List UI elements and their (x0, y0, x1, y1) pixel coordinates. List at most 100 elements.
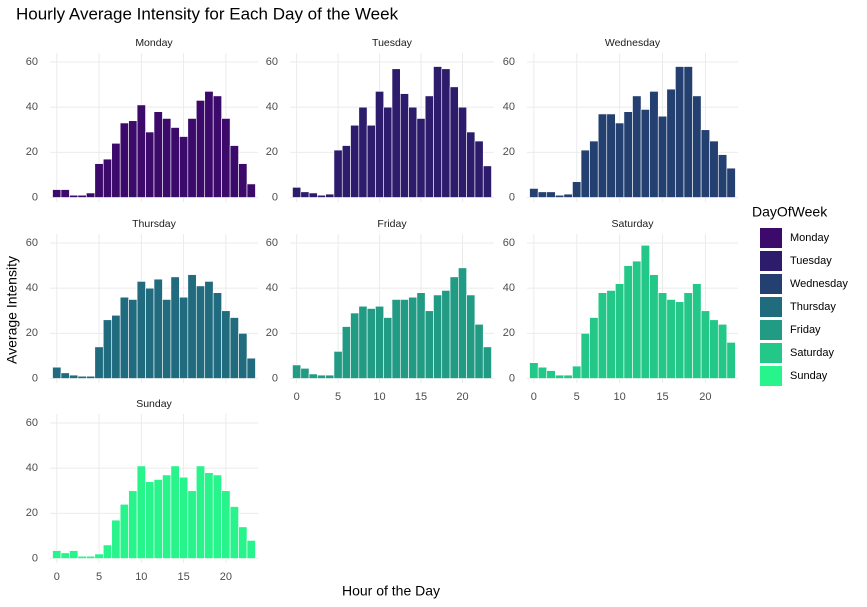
bar (229, 506, 239, 559)
bar (589, 317, 599, 379)
bar (170, 465, 180, 559)
bar (416, 118, 426, 198)
bar (119, 122, 129, 198)
y-tick-label: 20 (503, 146, 515, 158)
x-tick-label: 15 (656, 391, 668, 403)
bar (623, 111, 633, 198)
bar (204, 281, 214, 379)
bar (128, 490, 138, 559)
x-tick-label: 0 (531, 391, 537, 403)
bar (433, 66, 443, 198)
bar (399, 93, 409, 198)
bar (52, 366, 62, 379)
legend-key (760, 297, 782, 317)
x-tick-label: 10 (373, 391, 385, 403)
bar (606, 113, 616, 198)
y-tick-label: 20 (266, 146, 278, 158)
bar (246, 540, 256, 559)
bar (424, 95, 434, 198)
bar (623, 265, 633, 379)
y-tick-label: 0 (509, 191, 515, 203)
y-tick-label: 40 (503, 101, 515, 113)
x-tick-label: 0 (294, 391, 300, 403)
bar (111, 314, 121, 379)
bar (308, 373, 318, 379)
bar (60, 372, 70, 379)
y-tick-label: 60 (26, 417, 38, 429)
y-tick-label: 60 (26, 237, 38, 249)
bar (726, 342, 736, 379)
y-tick-label: 20 (26, 146, 38, 158)
facet-label: Monday (135, 37, 173, 49)
bar (408, 296, 418, 379)
y-tick-label: 0 (32, 552, 38, 564)
facet-label: Wednesday (605, 37, 661, 49)
legend-key (760, 251, 782, 271)
bar (136, 281, 146, 379)
bar (555, 374, 565, 379)
bar (187, 118, 197, 198)
facet-label: Sunday (136, 398, 172, 410)
bar (615, 283, 625, 379)
bar (366, 308, 376, 379)
bar (52, 189, 62, 198)
y-tick-label: 40 (26, 101, 38, 113)
bar (383, 106, 393, 198)
bar (325, 193, 335, 198)
y-tick-label: 20 (26, 327, 38, 339)
bar (69, 374, 79, 379)
bar (529, 362, 539, 379)
bar (529, 188, 539, 198)
legend-label: Tuesday (790, 255, 832, 267)
bar (726, 167, 736, 198)
x-tick-label: 10 (135, 571, 147, 583)
bar (391, 68, 401, 198)
bar (482, 346, 492, 379)
bar (537, 191, 548, 198)
bar (700, 129, 710, 198)
bar (102, 158, 113, 198)
bar (580, 149, 590, 198)
bar (60, 552, 70, 559)
legend-title: DayOfWeek (752, 204, 828, 220)
y-tick-label: 40 (26, 462, 38, 474)
bar (458, 267, 467, 379)
legend-label: Monday (790, 232, 830, 244)
bar (221, 310, 231, 379)
bar (170, 127, 180, 198)
x-tick-label: 5 (96, 571, 102, 583)
bar (179, 476, 189, 559)
facet-label: Saturday (611, 218, 654, 230)
bar (325, 374, 335, 379)
y-axis-title: Average Intensity (4, 256, 20, 364)
bar (683, 292, 693, 379)
legend-key (760, 343, 782, 363)
bar (649, 274, 659, 379)
bar (69, 550, 79, 559)
bar (52, 550, 62, 559)
y-tick-label: 20 (26, 507, 38, 519)
bar (86, 555, 96, 559)
bar (383, 317, 393, 379)
bar (350, 124, 360, 198)
y-tick-label: 0 (32, 372, 38, 384)
bar (212, 474, 222, 559)
bar (238, 526, 248, 559)
bar (597, 292, 608, 379)
x-tick-label: 0 (54, 571, 60, 583)
chart-title: Hourly Average Intensity for Each Day of… (16, 4, 399, 23)
bar (632, 260, 642, 379)
bar (333, 351, 343, 379)
bar (350, 312, 360, 379)
bar (482, 165, 492, 198)
bar (204, 472, 214, 559)
x-tick-label: 20 (220, 571, 232, 583)
bar (94, 163, 104, 198)
bar (145, 287, 155, 379)
legend-label: Friday (790, 324, 821, 336)
bar (300, 368, 310, 379)
bar (589, 140, 599, 198)
bar (145, 481, 155, 559)
bar (441, 68, 451, 198)
bar (292, 364, 302, 379)
